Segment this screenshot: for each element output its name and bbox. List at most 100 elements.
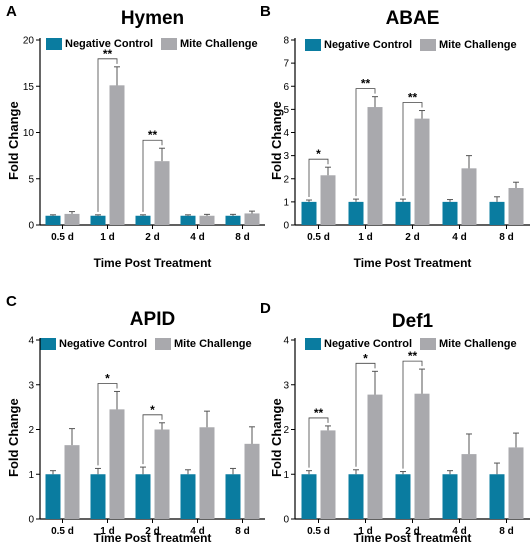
x-tick-label: 1 d	[100, 526, 114, 537]
y-tick-label: 3	[283, 380, 289, 391]
y-tick-label: 5	[28, 174, 34, 185]
significance-bracket	[355, 88, 376, 197]
significance-label: **	[408, 349, 418, 363]
x-tick-label: 1 d	[358, 232, 372, 243]
significance-bracket	[308, 158, 329, 198]
legend-swatch-negative	[40, 338, 56, 350]
bar-negative	[90, 474, 106, 519]
y-tick-label: 2	[283, 174, 289, 185]
y-tick-label: 2	[28, 425, 34, 436]
bar-negative	[301, 201, 317, 225]
x-tick-label: 0.5 d	[51, 526, 74, 537]
bar-negative	[135, 474, 151, 519]
bar-negative	[348, 474, 364, 519]
bar-mite	[154, 429, 170, 519]
bar-chart-hymen: 0 5 10 15 20 0.5 d 1 d 2 d 4 d 8 d ** **	[23, 36, 265, 243]
y-tick-label: 2	[283, 425, 289, 436]
y-tick-label: 0	[28, 221, 34, 232]
significance-label: **	[148, 128, 158, 142]
x-axis-label: Time Post Treatment	[93, 531, 212, 545]
legend-label-mite: Mite Challenge	[439, 338, 517, 350]
bar-mite	[109, 85, 125, 225]
bar-negative	[225, 215, 241, 225]
bar-mite	[109, 409, 125, 519]
y-tick-label: 1	[28, 470, 34, 481]
legend: Negative Control Mite Challenge	[305, 338, 517, 350]
x-tick-label: 4 d	[452, 232, 466, 243]
significance-label: **	[361, 77, 371, 91]
significance-label: *	[363, 351, 368, 365]
bar-negative	[45, 215, 61, 225]
y-tick-label: 4	[28, 336, 34, 347]
bar-mite	[414, 118, 430, 225]
y-tick-label: 0	[283, 515, 289, 526]
panel-c: C APID Fold Change Time Post Treatment N…	[0, 275, 265, 550]
significance-bracket	[402, 360, 423, 469]
legend-label-mite: Mite Challenge	[174, 338, 252, 350]
significance-label: *	[316, 147, 321, 161]
y-tick-label: 15	[23, 82, 35, 93]
significance-label: **	[103, 47, 113, 61]
significance-label: **	[408, 91, 418, 105]
x-tick-label: 0.5 d	[51, 232, 74, 243]
bar-negative	[348, 201, 364, 225]
legend-label-mite: Mite Challenge	[439, 39, 517, 51]
panel-b: B ABAE Fold Change Time Post Treatment N…	[260, 0, 530, 275]
legend-label-negative: Negative Control	[324, 338, 413, 350]
legend-swatch-negative	[305, 338, 321, 350]
chart-title: Def1	[391, 311, 434, 332]
bar-negative	[489, 201, 505, 225]
x-tick-label: 1 d	[358, 526, 372, 537]
bar-mite	[244, 443, 260, 519]
significance-bracket	[142, 414, 163, 465]
bar-negative	[45, 474, 61, 519]
bar-mite	[199, 215, 215, 225]
x-axis-label: Time Post Treatment	[353, 531, 472, 545]
x-tick-label: 4 d	[190, 526, 204, 537]
bar-negative	[90, 215, 106, 225]
legend-label-negative: Negative Control	[324, 39, 413, 51]
bar-negative	[442, 474, 458, 519]
y-tick-label: 4	[283, 336, 289, 347]
panel-a: A Hymen Fold Change Time Post Treatment …	[0, 0, 265, 275]
y-tick-label: 7	[283, 59, 289, 70]
y-tick-label: 6	[283, 82, 289, 93]
bar-negative	[395, 201, 411, 225]
legend: Negative Control Mite Challenge	[40, 338, 252, 350]
significance-bracket	[142, 139, 163, 212]
x-tick-label: 8 d	[235, 526, 249, 537]
significance-bracket	[402, 102, 423, 197]
significance-bracket	[308, 417, 329, 468]
significance-label: **	[314, 406, 324, 420]
legend: Negative Control Mite Challenge	[46, 38, 258, 50]
bar-negative	[301, 474, 317, 519]
panel-label: D	[260, 300, 271, 317]
x-tick-label: 4 d	[452, 526, 466, 537]
y-tick-label: 3	[283, 151, 289, 162]
y-tick-label: 3	[28, 380, 34, 391]
legend-swatch-negative	[305, 39, 321, 51]
x-axis-label: Time Post Treatment	[93, 256, 212, 270]
x-tick-label: 0.5 d	[307, 232, 330, 243]
bar-chart-apid: 0 1 2 3 4 0.5 d 1 d 2 d 4 d 8 d * *	[28, 336, 265, 537]
y-tick-label: 0	[283, 221, 289, 232]
x-tick-label: 2 d	[405, 232, 419, 243]
chart-title: APID	[129, 309, 176, 330]
bar-mite	[64, 445, 80, 519]
panel-d: D Def1 Fold Change Time Post Treatment N…	[260, 275, 530, 550]
significance-bracket	[97, 58, 118, 212]
bar-mite	[414, 393, 430, 519]
y-tick-label: 20	[23, 36, 35, 47]
bar-mite	[154, 161, 170, 225]
bar-negative	[442, 201, 458, 225]
bar-mite	[508, 447, 524, 519]
chart-title: ABAE	[385, 8, 440, 29]
bar-mite	[367, 394, 383, 519]
bar-mite	[508, 188, 524, 225]
panel-label: C	[6, 293, 17, 310]
y-tick-label: 0	[28, 515, 34, 526]
significance-label: *	[105, 371, 110, 385]
x-tick-label: 2 d	[145, 232, 159, 243]
